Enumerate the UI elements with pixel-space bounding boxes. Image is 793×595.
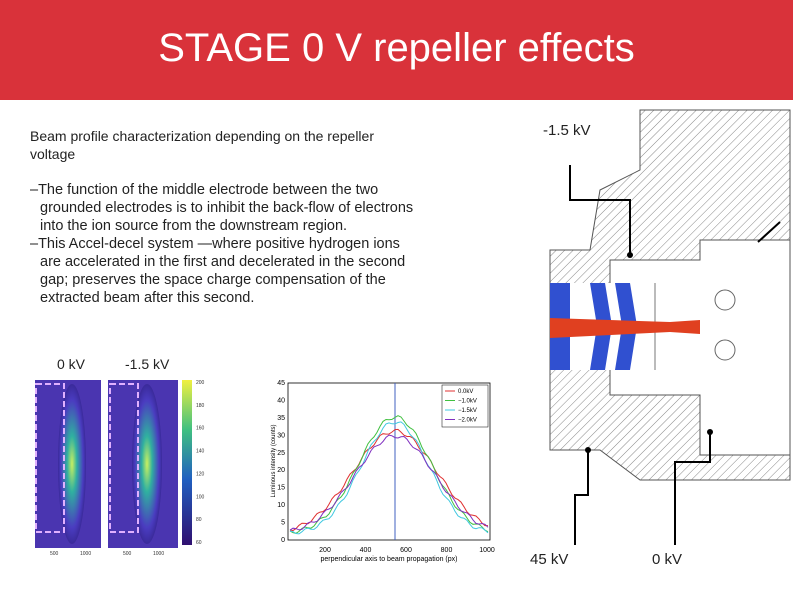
x-tick-label: 800 <box>441 547 453 554</box>
image-tick: 1000 <box>80 551 91 557</box>
y-tick-label: 45 <box>277 380 285 387</box>
colorbar-tick: 120 <box>196 471 205 477</box>
legend-label: 0.0kV <box>458 389 473 395</box>
curve <box>289 415 489 534</box>
colorbar-tick: 100 <box>196 494 205 500</box>
colorbar-tick: 180 <box>196 403 205 409</box>
cad-drawing <box>549 109 791 545</box>
y-axis-label: Luminous intensity (counts) <box>271 424 277 497</box>
y-tick-label: 20 <box>277 467 285 474</box>
curve <box>289 421 489 535</box>
curve <box>289 428 488 532</box>
y-tick-label: 10 <box>277 502 285 509</box>
bullet: –This Accel-decel system —where positive… <box>30 236 406 306</box>
colorbar-tick: 200 <box>196 380 205 386</box>
y-tick-label: 30 <box>277 432 285 439</box>
intro-text: Beam profile characterization depending … <box>30 128 374 162</box>
y-tick-label: 15 <box>277 485 285 492</box>
curve <box>289 434 489 531</box>
x-tick-label: 200 <box>319 547 331 554</box>
colorbar-tick: 140 <box>196 449 205 455</box>
bullet: –The function of the middle electrode be… <box>30 182 414 234</box>
x-tick-label: 600 <box>400 547 412 554</box>
image-label: 0 kV <box>57 356 86 372</box>
legend-label: −1.5kV <box>458 408 477 414</box>
legend-label: −1.0kV <box>458 399 477 405</box>
y-tick-label: 35 <box>277 415 285 422</box>
image-tick: 500 <box>50 551 59 557</box>
x-tick-label: 400 <box>360 547 372 554</box>
y-tick-label: 40 <box>277 397 285 404</box>
bullet-list: –The function of the middle electrode be… <box>30 181 415 307</box>
image-tick: 1000 <box>153 551 164 557</box>
diagram-label: -1.5 kV <box>543 122 591 139</box>
diagram-label: 45 kV <box>530 551 569 568</box>
y-tick-label: 0 <box>281 537 285 544</box>
diagram-label: 0 kV <box>652 551 683 568</box>
x-axis-label: perpendicular axis to beam propagation (… <box>321 556 458 563</box>
image-tick: 500 <box>123 551 132 557</box>
header-bar <box>0 0 793 100</box>
colorbar-tick: 60 <box>196 540 202 546</box>
image-label: -1.5 kV <box>125 356 170 372</box>
slide-title: STAGE 0 V repeller effects <box>158 26 635 70</box>
y-tick-label: 25 <box>277 450 285 457</box>
colorbar-tick: 80 <box>196 517 202 523</box>
y-tick-label: 5 <box>281 520 285 527</box>
legend-label: −2.0kV <box>458 418 477 424</box>
beam-images <box>35 380 192 548</box>
colorbar-tick: 160 <box>196 426 205 432</box>
x-tick-label: 1000 <box>479 547 495 554</box>
